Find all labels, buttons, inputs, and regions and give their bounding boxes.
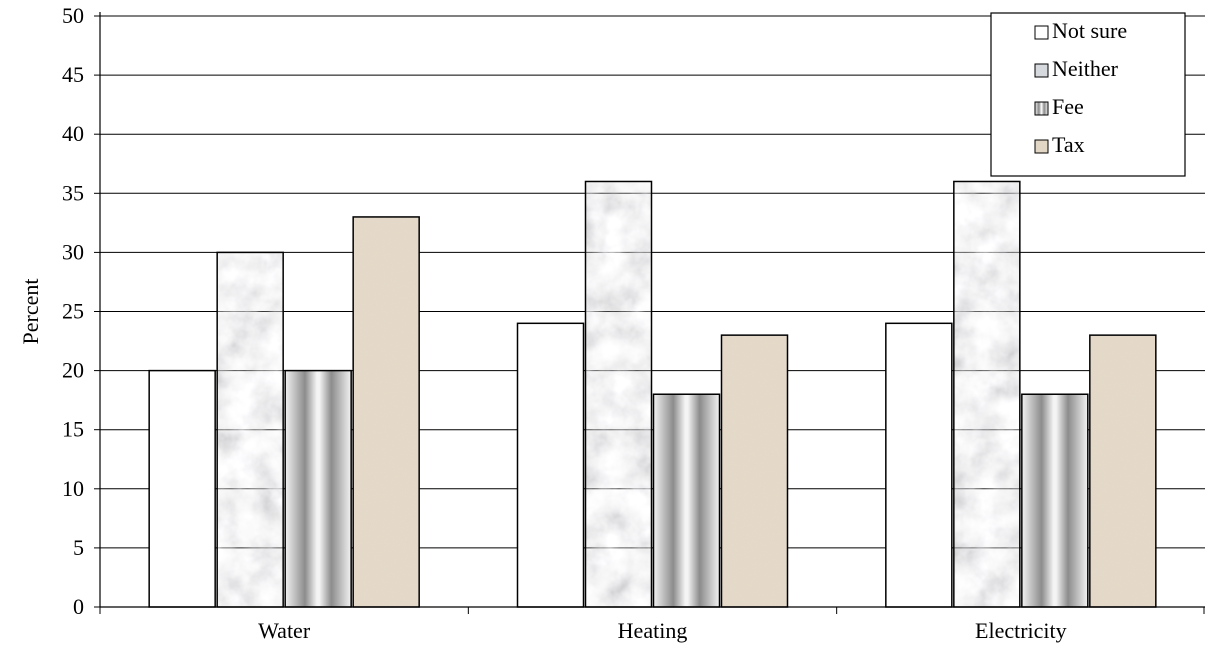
bar-not-sure [148,369,216,608]
y-tick-label: 30 [62,239,84,264]
y-tick-label: 35 [62,180,84,205]
legend-box [990,12,1186,177]
y-tick-label: 10 [62,476,84,501]
y-tick-label: 15 [62,417,84,442]
y-tick-label: 0 [73,594,84,619]
legend-label-not-sure: Not sure [1052,18,1127,43]
bar-tax-texture [1089,335,1156,607]
x-tick-label: Electricity [975,618,1067,643]
bar-neither-texture [953,181,1020,608]
bar-tax-texture [721,335,788,607]
bar-not-sure [885,322,953,608]
bar-not-sure [516,322,585,608]
y-tick-label: 50 [62,3,84,28]
y-tick-label: 5 [73,535,84,560]
legend-swatch-neither [1034,63,1049,78]
legend-swatch-not-sure [1034,25,1049,40]
legend-swatch-tax [1034,139,1049,154]
y-tick-label: 45 [62,62,84,87]
axes: 0 5 10 15 20 25 30 35 40 45 50 Percent Water Heating E… [18,3,1205,643]
bar-fee [1021,393,1089,608]
legend-label-neither: Neither [1052,56,1119,81]
bar-neither-texture [585,181,652,608]
bar-neither-texture [217,252,284,607]
legend-label-fee: Fee [1052,94,1084,119]
legend-label-tax: Tax [1052,132,1085,157]
y-axis-title: Percent [18,279,43,345]
legend-swatch-fee [1034,101,1049,116]
bar-fee [652,393,721,608]
bars [148,180,1157,608]
bar-tax-texture [353,216,420,607]
y-tick-label: 40 [62,121,84,146]
y-tick-label: 25 [62,299,84,324]
bar-fee [284,369,352,608]
y-tick-label: 20 [62,358,84,383]
legend: Not sure Neither Fee Tax [990,12,1186,177]
x-tick-label: Water [258,618,311,643]
x-tick-label: Heating [618,618,688,643]
